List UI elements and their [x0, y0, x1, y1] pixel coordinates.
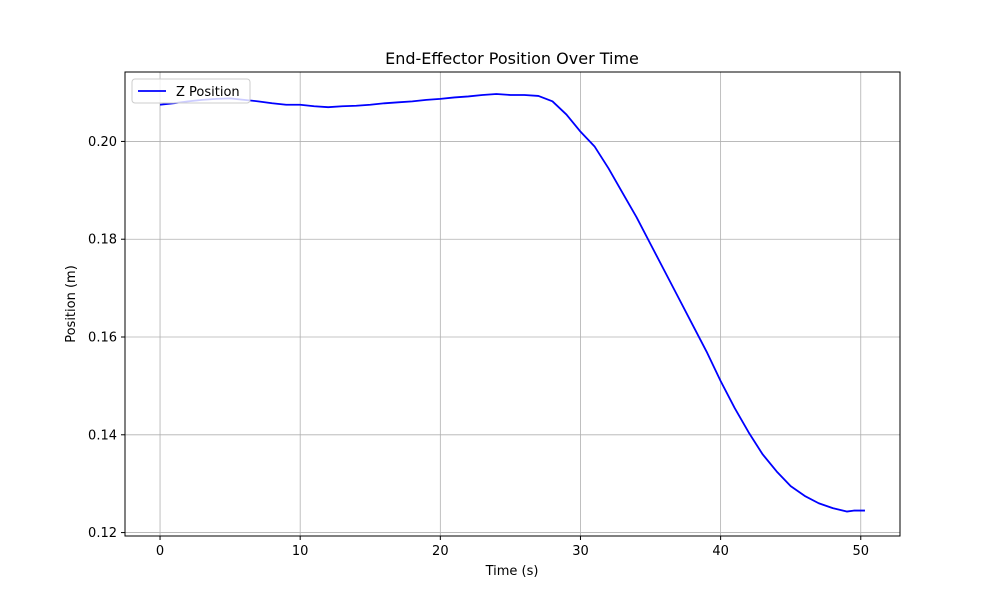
y-tick-label: 0.12	[88, 526, 117, 541]
y-tick-label: 0.16	[88, 331, 117, 346]
x-tick-label: 50	[852, 544, 869, 559]
legend: Z Position	[131, 78, 251, 104]
y-tick-label: 0.20	[88, 135, 117, 150]
x-tick-label: 0	[156, 544, 164, 559]
series-line-z-position	[159, 93, 865, 513]
y-axis-title: Position (m)	[64, 265, 79, 343]
legend-label: Z Position	[176, 85, 240, 100]
y-axis-ticks: 0.12 0.14 0.16 0.18 0.20	[88, 135, 125, 541]
x-axis-title: Time (s)	[485, 564, 539, 579]
y-tick-label: 0.18	[88, 233, 117, 248]
series-layer	[159, 93, 865, 513]
plot-frame	[124, 71, 901, 537]
x-axis-ticks: 0 10 20 30 40 50	[156, 536, 869, 559]
chart-title: End-Effector Position Over Time	[385, 49, 639, 68]
x-tick-label: 30	[572, 544, 589, 559]
x-tick-label: 40	[712, 544, 729, 559]
x-tick-label: 10	[292, 544, 309, 559]
legend-box	[131, 78, 251, 104]
x-tick-label: 20	[432, 544, 449, 559]
grid	[125, 72, 900, 536]
y-tick-label: 0.14	[88, 428, 117, 443]
